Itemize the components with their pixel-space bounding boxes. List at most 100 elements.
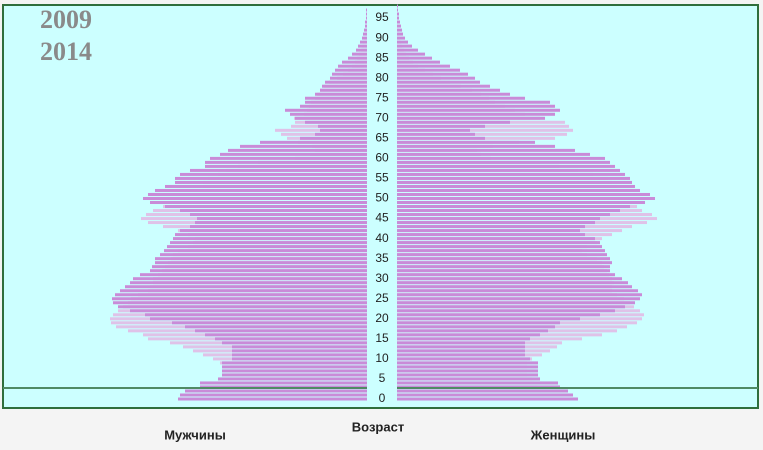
bar-women [397,369,538,373]
bar-men [173,237,367,241]
bar-women [397,144,555,148]
bar-men [210,156,367,160]
bar-men [145,313,367,317]
bar-women [397,176,630,180]
plot-panel [2,4,759,409]
bar-women [397,305,625,309]
bar-women [397,124,485,128]
bar-women [397,116,545,120]
bar-women [397,261,612,265]
bar-women [397,72,468,76]
bar-men [175,176,367,180]
bar-men [120,289,367,293]
y-tick-label: 10 [375,351,389,365]
bar-women [397,237,595,241]
bar-men [232,345,367,349]
bar-women [397,249,605,253]
bar-men [180,209,367,213]
bar-men [165,184,367,188]
bar-men [175,180,367,184]
bar-women [397,32,403,36]
bar-women [397,397,578,401]
bar-men [285,108,367,112]
bars [110,4,657,401]
bar-women [397,84,490,88]
bar-women [397,349,525,353]
bar-men [356,48,367,52]
bar-women [397,373,538,377]
y-tick-label: 60 [375,151,389,165]
bar-women [397,132,475,136]
y-tick-label: 20 [375,311,389,325]
bar-men [220,152,367,156]
legend-entry: 2009 [40,5,92,34]
bar-women [397,377,540,381]
bar-men [143,197,367,200]
bar-women [397,365,538,369]
bar-men [222,361,367,365]
bar-men [178,397,367,401]
bar-women [397,180,632,184]
bar-men [200,381,367,385]
bar-men [170,241,367,245]
bar-women [397,337,530,341]
y-tick-label: 55 [375,171,389,185]
y-tick-label: 90 [375,30,389,44]
bar-women [397,217,600,221]
y-tick-label: 25 [375,291,389,305]
bar-women [397,381,558,385]
bar-men [330,76,367,80]
y-tick-label: 75 [375,90,389,104]
bar-men [160,253,367,257]
bar-men [366,16,367,20]
bar-women [397,229,580,233]
bar-women [397,317,580,321]
bar-women [397,221,595,225]
bar-men [322,84,367,88]
bar-men [305,100,367,104]
bar-women [397,269,610,273]
bar-men [150,317,367,321]
axis-label: Возраст [352,419,404,434]
bar-men [338,64,367,68]
bar-men [335,68,367,72]
bar-women [397,148,575,152]
bar-men [260,140,367,144]
bar-women [397,128,573,132]
bar-men [318,124,367,128]
bar-men [348,56,367,60]
bar-women [397,209,620,213]
bar-women [397,160,610,164]
bar-women [397,60,440,64]
bar-men [222,365,367,369]
ticks: 0 5 10 15 20 25 30 35 40 45 50 55 60 65 70 75 80 85 90 95 [375,10,389,405]
bar-men [366,12,367,16]
y-tick-label: 40 [375,231,389,245]
y-tick-label: 0 [379,391,386,405]
bar-men [180,393,367,397]
bar-women [397,68,460,72]
bar-men [295,116,367,120]
bar-men [172,321,367,325]
bar-women [397,265,610,269]
bar-women [397,313,600,317]
bar-men [300,136,367,140]
bar-women [397,128,470,132]
bar-women [397,24,401,28]
bar-men [315,92,367,96]
bar-men [125,285,367,289]
y-tick-label: 15 [375,331,389,345]
bar-women [397,120,510,124]
y-tick-label: 65 [375,131,389,145]
bar-men [130,281,367,285]
bar-men [222,373,367,377]
bar-women [397,92,510,96]
bar-women [397,257,610,261]
bar-women [397,233,585,237]
bar-women [397,361,538,365]
bar-women [397,345,525,349]
bar-men [155,261,367,265]
bar-women [397,309,615,313]
bar-men [365,24,367,28]
bar-women [397,88,500,92]
